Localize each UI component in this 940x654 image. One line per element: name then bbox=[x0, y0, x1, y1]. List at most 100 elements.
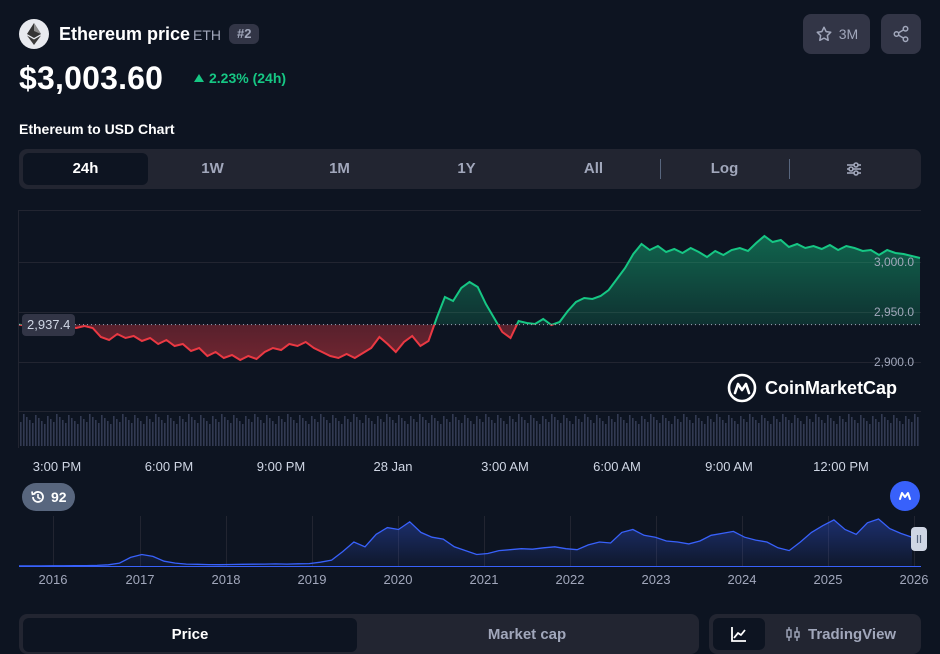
volume-bar bbox=[323, 417, 325, 446]
volume-bar bbox=[839, 416, 841, 446]
tab-1y[interactable]: 1Y bbox=[457, 160, 476, 177]
volume-bar bbox=[533, 418, 535, 446]
overview-line bbox=[19, 518, 913, 567]
volume-bar bbox=[245, 416, 247, 446]
volume-bar bbox=[566, 418, 568, 446]
volume-bar bbox=[485, 414, 487, 446]
price-tab[interactable]: Price bbox=[23, 618, 357, 652]
volume-bar bbox=[896, 418, 898, 446]
volume-bar bbox=[503, 421, 505, 446]
volume-bar bbox=[461, 423, 463, 446]
volume-bar bbox=[119, 422, 121, 446]
volume-bar bbox=[65, 423, 67, 446]
ethereum-logo-icon bbox=[19, 19, 49, 49]
volume-bar bbox=[194, 420, 196, 446]
volume-bar bbox=[605, 424, 607, 446]
volume-bar bbox=[209, 424, 211, 446]
volume-bar bbox=[791, 423, 793, 446]
volume-bar bbox=[857, 423, 859, 446]
volume-bar bbox=[71, 418, 73, 446]
volume-bar bbox=[386, 414, 388, 446]
volume-bar bbox=[776, 419, 778, 446]
volume-bar bbox=[452, 414, 454, 446]
overview-chart[interactable] bbox=[0, 512, 940, 572]
tradingview-button[interactable]: TradingView bbox=[785, 618, 896, 650]
volume-bar bbox=[482, 422, 484, 446]
volume-bar bbox=[668, 421, 670, 446]
volume-bar bbox=[770, 424, 772, 446]
volume-bar bbox=[599, 418, 601, 446]
volume-bar bbox=[491, 420, 493, 446]
chart-provider-toggle: TradingView bbox=[709, 614, 921, 654]
volume-bar bbox=[26, 417, 28, 446]
volume-bar bbox=[731, 418, 733, 446]
watchlist-button[interactable]: 3M bbox=[803, 14, 870, 54]
tab-1w[interactable]: 1W bbox=[201, 160, 224, 177]
year-label: 2023 bbox=[641, 572, 671, 587]
volume-bar bbox=[332, 415, 334, 446]
volume-bar bbox=[107, 421, 109, 446]
volume-bar bbox=[761, 415, 763, 446]
volume-bar bbox=[641, 416, 643, 446]
volume-bar bbox=[881, 414, 883, 446]
volume-bar bbox=[686, 417, 688, 446]
volume-bar bbox=[281, 419, 283, 446]
volume-bar bbox=[257, 417, 259, 446]
market-cap-tab[interactable]: Market cap bbox=[487, 626, 567, 643]
price-area-down bbox=[19, 324, 920, 360]
line-chart-button[interactable] bbox=[713, 618, 765, 650]
history-badge[interactable]: 92 bbox=[22, 483, 75, 511]
volume-bar bbox=[128, 420, 130, 446]
volume-bar bbox=[95, 420, 97, 446]
year-label: 2025 bbox=[813, 572, 843, 587]
volume-bar bbox=[449, 422, 451, 446]
volume-bar bbox=[263, 423, 265, 446]
tab-all[interactable]: All bbox=[583, 160, 604, 177]
volume-bar bbox=[758, 423, 760, 446]
volume-bar bbox=[782, 414, 784, 446]
volume-bar bbox=[56, 414, 58, 446]
tab-1m[interactable]: 1M bbox=[329, 160, 350, 177]
volume-bar bbox=[152, 422, 154, 446]
x-axis-label: 12:00 PM bbox=[813, 459, 869, 474]
price-chart[interactable]: 3,000.0 2,950.0 2,900.0 bbox=[0, 200, 940, 460]
volume-bars bbox=[20, 414, 919, 446]
volume-bar bbox=[764, 418, 766, 446]
volume-bar bbox=[371, 421, 373, 446]
volume-bar bbox=[230, 423, 232, 446]
volume-bar bbox=[89, 414, 91, 446]
volume-bar bbox=[692, 423, 694, 446]
volume-bar bbox=[41, 421, 43, 446]
volume-bar bbox=[674, 416, 676, 446]
volume-bar bbox=[572, 424, 574, 446]
volume-bar bbox=[398, 415, 400, 446]
price-change: 2.23% (24h) bbox=[194, 70, 286, 86]
volume-bar bbox=[284, 422, 286, 446]
x-axis-label: 28 Jan bbox=[373, 459, 413, 474]
share-button[interactable] bbox=[881, 14, 921, 54]
volume-bar bbox=[743, 419, 745, 446]
volume-bar bbox=[242, 424, 244, 446]
tab-log[interactable]: Log bbox=[710, 160, 739, 177]
volume-bar bbox=[500, 418, 502, 446]
volume-bar bbox=[635, 421, 637, 446]
y-axis-label: 2,950.0 bbox=[874, 305, 914, 319]
chart-settings-button[interactable] bbox=[791, 153, 917, 185]
cmc-mini-logo-icon bbox=[899, 492, 911, 500]
volume-bar bbox=[413, 419, 415, 446]
volume-bar bbox=[725, 423, 727, 446]
volume-bar bbox=[890, 423, 892, 446]
coinmarketcap-logo-icon bbox=[727, 373, 757, 403]
y-axis-label: 2,900.0 bbox=[874, 355, 914, 369]
tab-24h[interactable]: 24h bbox=[23, 153, 148, 185]
volume-bar bbox=[794, 415, 796, 446]
volume-bar bbox=[848, 414, 850, 446]
volume-bar bbox=[749, 414, 751, 446]
volume-bar bbox=[185, 422, 187, 446]
volume-bar bbox=[542, 416, 544, 446]
volume-bar bbox=[488, 417, 490, 446]
overview-range-handle[interactable] bbox=[911, 527, 927, 551]
cmc-bubble-icon[interactable] bbox=[890, 481, 920, 511]
volume-bar bbox=[830, 418, 832, 446]
year-label: 2019 bbox=[297, 572, 327, 587]
